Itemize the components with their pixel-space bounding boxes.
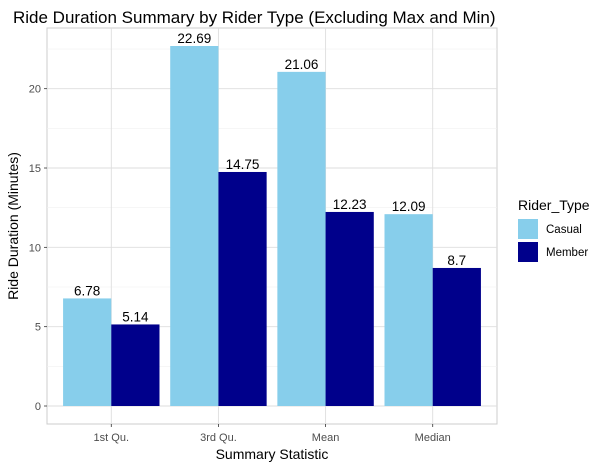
bar-value-label: 12.23 [333,197,367,212]
y-axis: 0 5 10 15 20 [29,84,47,413]
bar-value-label: 22.69 [177,31,211,46]
bar-casual [384,214,433,406]
bar-value-label: 14.75 [226,157,260,172]
legend: Rider_Type Casual Member [518,197,590,262]
bar-value-label: 12.09 [392,199,426,214]
y-tick-label: 20 [29,84,41,96]
x-tick-label: 1st Qu. [94,432,129,444]
bar-casual [63,298,112,406]
bar-member [432,267,481,406]
y-tick-label: 10 [29,242,41,254]
y-axis-title: Ride Duration (Minutes) [5,152,21,300]
bar-labels: 6.78 22.69 21.06 12.09 5.14 14.75 12.23 8.7 [74,31,466,324]
legend-key-member [518,242,538,262]
x-axis-title: Summary Statistic [216,446,329,462]
chart-title: Ride Duration Summary by Rider Type (Exc… [13,8,496,27]
bar-member [218,171,267,406]
x-tick-label: Mean [312,432,340,444]
bar-value-label: 5.14 [122,309,149,324]
y-tick-label: 5 [35,322,41,334]
bars [63,46,481,407]
x-tick-label: Median [415,432,451,444]
legend-key-casual [518,219,538,239]
legend-label-casual: Casual [546,224,582,236]
bar-value-label: 21.06 [285,57,319,72]
y-tick-label: 0 [35,401,41,413]
bar-casual [170,46,219,406]
y-tick-label: 15 [29,163,41,175]
bar-value-label: 8.7 [447,253,466,268]
legend-title: Rider_Type [518,197,590,213]
x-axis: 1st Qu. 3rd Qu. Mean Median [94,424,451,444]
bar-member [325,211,374,406]
bar-casual [277,71,326,407]
legend-label-member: Member [546,247,588,259]
bar-value-label: 6.78 [74,283,100,298]
plot-area: 6.78 22.69 21.06 12.09 5.14 14.75 12.23 8.7 [46,27,498,425]
x-tick-label: 3rd Qu. [200,432,237,444]
bar-member [111,324,160,406]
